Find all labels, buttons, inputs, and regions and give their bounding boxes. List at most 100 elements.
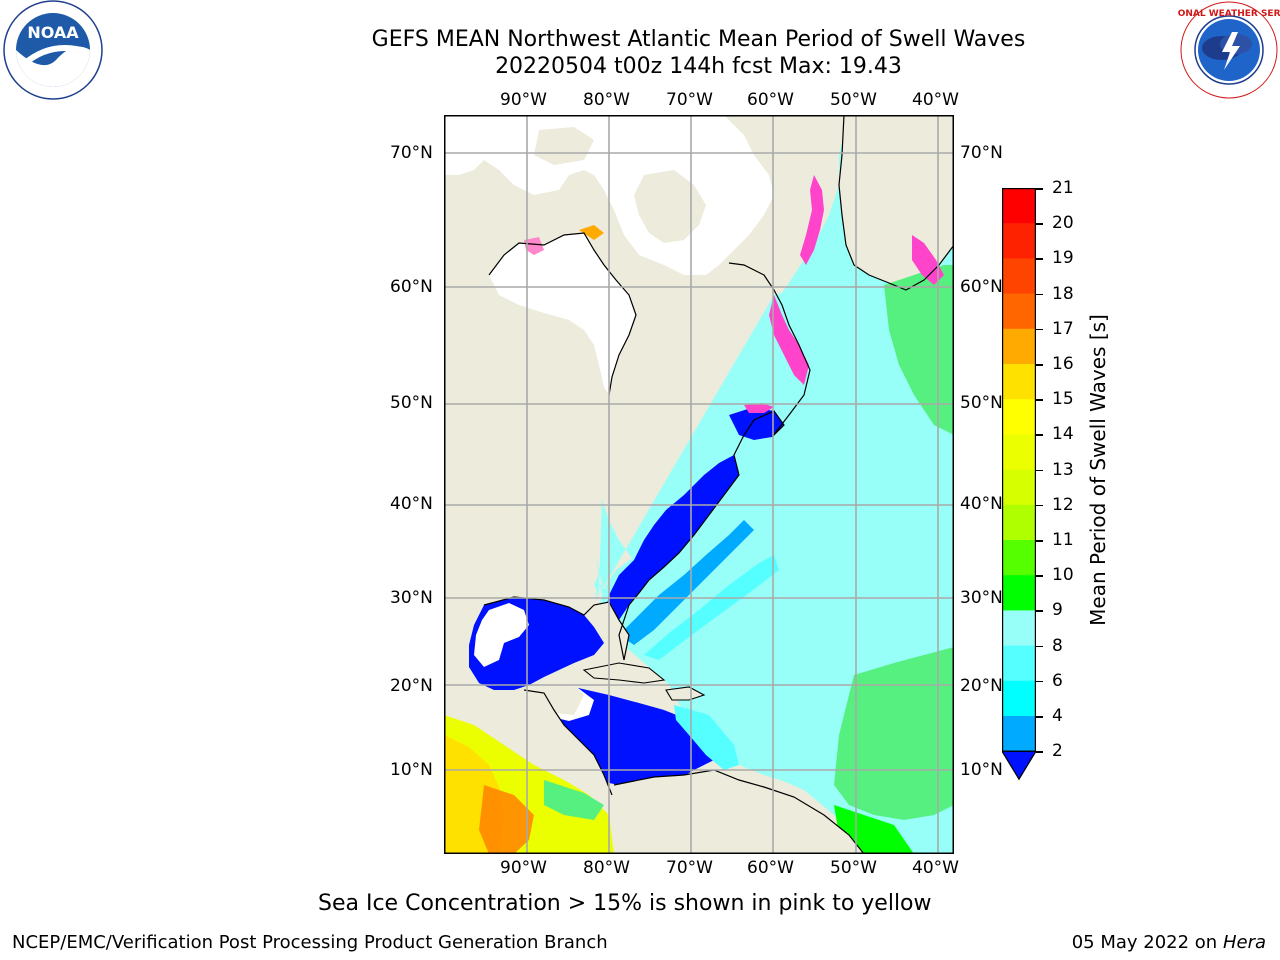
colorbar-segment — [1002, 575, 1036, 611]
colorbar-tick-mark — [1036, 716, 1043, 718]
lon-label-bottom-40w: 40°W — [912, 858, 959, 878]
colorbar-tick-label: 16 — [1052, 354, 1074, 374]
gulf-st-lawrence — [729, 407, 784, 440]
lon-label-bottom-90w: 90°W — [500, 858, 547, 878]
lat-label-right-10n: 10°N — [960, 760, 1003, 780]
colorbar-segment — [1002, 680, 1036, 717]
colorbar-segment — [1002, 610, 1036, 647]
title-line-2: 20220504 t00z 144h fcst Max: 19.43 — [495, 54, 902, 79]
colorbar-tick-label: 4 — [1052, 706, 1063, 726]
colorbar-tick-mark — [1036, 680, 1043, 683]
colorbar-tick-label: 14 — [1052, 424, 1074, 445]
lat-label-right-40n: 40°N — [960, 494, 1003, 514]
lat-label-right-30n: 30°N — [960, 588, 1003, 608]
colorbar-segment — [1002, 258, 1036, 295]
hudson-bay — [489, 233, 636, 395]
map-panel — [444, 115, 954, 854]
lat-label-right-70n: 70°N — [960, 143, 1003, 163]
graticule — [444, 115, 954, 854]
sea-ice-east-greenland — [912, 235, 944, 285]
colorbar-tick-mark — [1036, 469, 1043, 472]
nws-ring-text: NATIONAL WEATHER SERVICE — [1178, 9, 1280, 19]
colorbar-tick-label: 19 — [1052, 248, 1074, 269]
lat-label-left-50n: 50°N — [390, 393, 433, 413]
colorbar-tick-label: 11 — [1052, 530, 1074, 550]
colorbar-tick-label: 15 — [1052, 389, 1074, 410]
colorbar-segment — [1002, 364, 1036, 400]
colorbar-tick-mark — [1036, 364, 1043, 366]
colorbar-tick-label: 8 — [1052, 635, 1063, 656]
colorbar-tick-mark — [1036, 645, 1043, 648]
us-coastal-band — [604, 455, 739, 620]
colorbar-tick-mark — [1036, 223, 1043, 225]
lat-label-left-30n: 30°N — [390, 588, 433, 608]
colorbar-tick-label: 6 — [1052, 670, 1063, 691]
green-east-south — [834, 647, 954, 820]
colorbar-segment — [1002, 469, 1036, 506]
colorbar-tick-mark — [1036, 258, 1043, 260]
central-america — [524, 690, 619, 815]
colorbar-segment — [1002, 504, 1036, 541]
lon-label-top-90w: 90°W — [500, 90, 547, 110]
colorbar-tick-mark — [1036, 188, 1043, 190]
colorbar-tick-mark — [1036, 610, 1043, 612]
colorbar-segment — [1002, 293, 1036, 330]
noaa-logo-text: NOAA — [27, 23, 79, 42]
colorbar-tick-label: 10 — [1052, 565, 1074, 586]
colorbar-tick-mark — [1036, 293, 1043, 296]
lon-label-top-80w: 80°W — [583, 90, 630, 110]
lat-label-left-20n: 20°N — [390, 676, 433, 696]
colorbar-label: Mean Period of Swell Waves [s] — [1086, 314, 1110, 626]
colorbar-tick-mark — [1036, 751, 1043, 753]
footer-date: 05 May 2022 on Hera — [1072, 932, 1266, 954]
footer-credit: NCEP/EMC/Verification Post Processing Pr… — [12, 932, 608, 953]
colorbar-segment — [1002, 328, 1036, 365]
florida — [594, 602, 629, 660]
lon-label-top-40w: 40°W — [912, 90, 959, 110]
colorbar — [1000, 188, 1038, 784]
lat-label-right-60n: 60°N — [960, 277, 1003, 297]
colorbar-segment — [1002, 540, 1036, 576]
colorbar-tick-label: 20 — [1052, 213, 1074, 234]
colorbar-segment — [1002, 223, 1036, 259]
colorbar-tick-mark — [1036, 434, 1043, 436]
lon-label-bottom-70w: 70°W — [666, 858, 713, 878]
lon-label-bottom-80w: 80°W — [583, 858, 630, 878]
sea-ice-note: Sea Ice Concentration > 15% is shown in … — [318, 891, 932, 916]
colorbar-tick-label: 12 — [1052, 494, 1074, 515]
colorbar-tick-label: 9 — [1052, 600, 1063, 621]
colorbar-tick-label: 18 — [1052, 283, 1074, 304]
sea-ice-labrador — [769, 295, 809, 385]
colorbar-tick-mark — [1036, 575, 1043, 577]
lon-label-top-60w: 60°W — [747, 90, 794, 110]
lon-label-bottom-50w: 50°W — [830, 858, 877, 878]
title-line-1: GEFS MEAN Northwest Atlantic Mean Period… — [371, 27, 1026, 52]
colorbar-tick-mark — [1036, 399, 1043, 401]
footer-date-text: 05 May 2022 on — [1071, 932, 1218, 953]
lat-label-left-10n: 10°N — [390, 760, 433, 780]
colorbar-tick-mark — [1036, 328, 1043, 331]
lat-label-left-60n: 60°N — [390, 277, 433, 297]
green-east-north — [884, 265, 954, 435]
colorbar-tick-label: 21 — [1052, 178, 1074, 198]
colorbar-tick-label: 2 — [1052, 741, 1063, 762]
colorbar-tick-label: 13 — [1052, 459, 1074, 480]
lon-label-top-70w: 70°W — [666, 90, 713, 110]
lat-label-left-40n: 40°N — [390, 494, 433, 514]
cuba — [584, 663, 664, 683]
gulf-white-region — [474, 603, 529, 667]
colorbar-segment — [1002, 434, 1036, 471]
colorbar-segment — [1002, 645, 1036, 682]
colorbar-tick-mark — [1036, 540, 1043, 542]
lon-label-bottom-60w: 60°W — [747, 858, 794, 878]
lat-label-left-70n: 70°N — [390, 143, 433, 163]
colorbar-tick-label: 17 — [1052, 318, 1074, 339]
lon-label-top-50w: 50°W — [830, 90, 877, 110]
colorbar-segment — [1002, 399, 1036, 435]
noaa-logo: NOAA — [2, 0, 104, 102]
sea-ice-baffin — [800, 175, 824, 265]
footer-host: Hera — [1222, 932, 1266, 953]
colorbar-extend-triangle — [1000, 750, 1038, 781]
colorbar-tick-mark — [1036, 504, 1043, 507]
south-america — [614, 770, 864, 854]
